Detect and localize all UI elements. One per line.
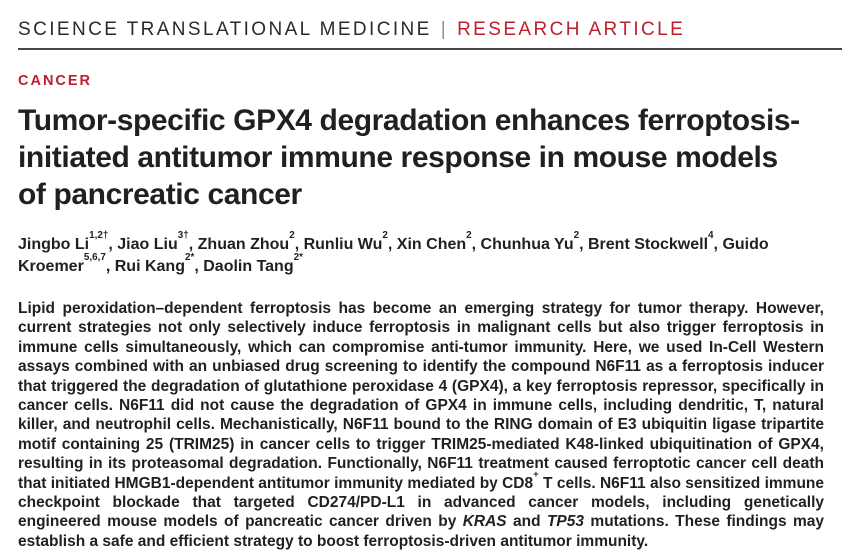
section-kicker: CANCER (18, 73, 93, 89)
masthead: SCIENCE TRANSLATIONAL MEDICINE | RESEARCH … (18, 0, 824, 41)
author-affiliation-sup: 2* (184, 252, 195, 264)
author-affiliation-sup: 2 (289, 230, 295, 242)
article-title: Tumor-specific GPX4 degradation enhances… (18, 102, 824, 213)
abstract-superscript: + (533, 469, 539, 481)
author-affiliation-sup: 2 (573, 230, 580, 242)
author-name: Chunhua Yu (480, 236, 574, 253)
author-affiliation-sup: 5,6,7 (83, 252, 106, 264)
author-affiliation-sup: 2* (293, 252, 303, 264)
author-affiliation-sup: 1,2† (89, 230, 109, 242)
author-list: Jingbo Li1,2†, Jiao Liu3†, Zhuan Zhou2, … (18, 230, 769, 275)
header-rule (18, 48, 842, 50)
article-type-label: RESEARCH ARTICLE (457, 19, 686, 40)
author-name: Jiao Liu (117, 236, 178, 253)
title-line: Tumor-specific GPX4 degradation enhances… (18, 104, 800, 137)
author-affiliation-sup: 4 (708, 230, 714, 242)
masthead-divider: | (440, 19, 449, 40)
author-name: Runliu Wu (303, 236, 383, 253)
title-line: of pancreatic cancer (18, 178, 302, 211)
author-name: Zhuan Zhou (197, 236, 290, 253)
author-affiliation-sup: 2 (382, 230, 388, 242)
author-name: Rui Kang (114, 258, 185, 275)
author-affiliation-sup: 2 (466, 230, 472, 242)
gene-name-italic: TP53 (546, 513, 585, 531)
abstract-paragraph: Lipid peroxidation–dependent ferroptosis… (18, 300, 825, 550)
author-name: Daolin Tang (203, 258, 294, 275)
title-line: initiated antitumor immune response in m… (18, 141, 778, 174)
gene-name-italic: KRAS (462, 513, 507, 531)
author-name: Brent Stockwell (588, 236, 709, 253)
author-name: Guido Kroemer (18, 236, 769, 275)
author-affiliation-sup: 3† (177, 230, 189, 242)
journal-name: SCIENCE TRANSLATIONAL MEDICINE (18, 19, 432, 40)
author-name: Xin Chen (396, 236, 467, 253)
author-name: Jingbo Li (18, 236, 90, 253)
